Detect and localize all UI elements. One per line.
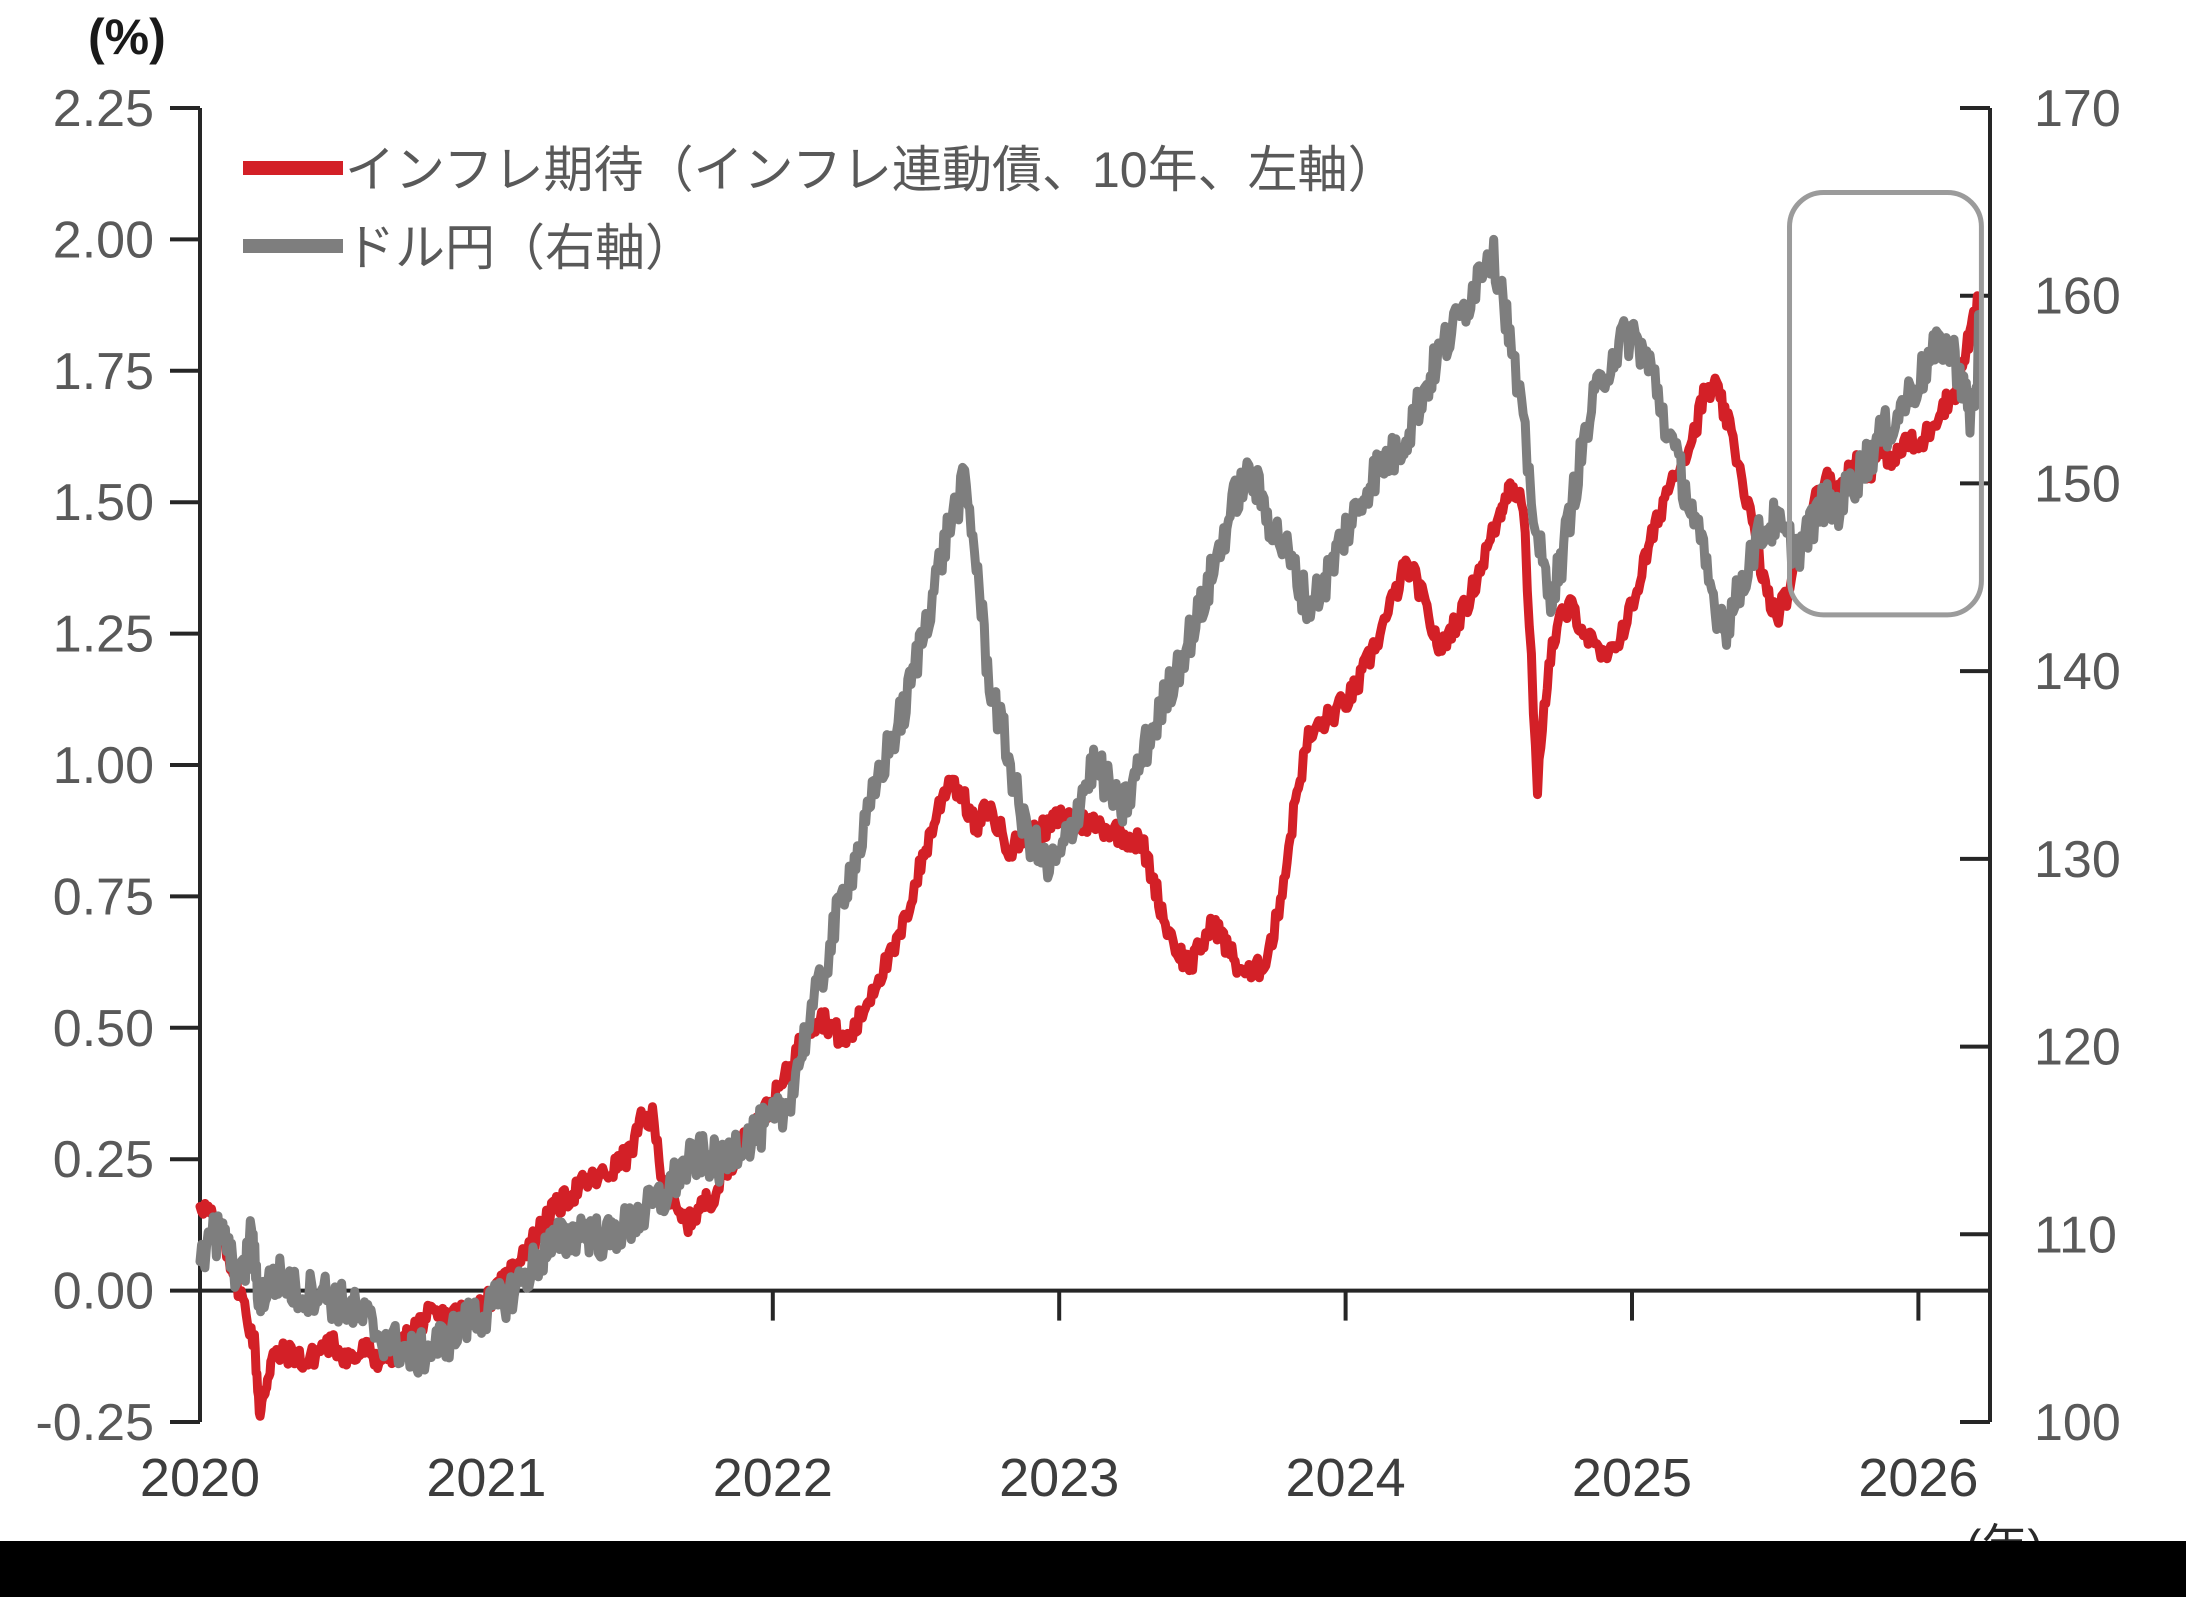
x-tick-label: 2021 [426, 1448, 546, 1508]
y-left-tick-label: 0.75 [53, 868, 154, 926]
chart-annotations [1787, 189, 1984, 618]
y-left-tick-label: 1.00 [53, 737, 154, 795]
chart-series [195, 234, 1983, 1421]
x-tick-label: 2024 [1286, 1448, 1406, 1508]
annotation-recent-period-highlight [1787, 189, 1984, 618]
y-right-tick-label: 160 [2034, 268, 2121, 326]
y-left-tick-label: 2.00 [53, 211, 154, 269]
legend-label-usdjpy: ドル円（右軸） [345, 220, 695, 276]
y-left-tick-label: 1.75 [53, 343, 154, 401]
y-left-tick-label: 0.50 [53, 1000, 154, 1058]
y-left-tick-labels: 2.25 2.00 1.75 1.50 1.25 1.00 0.75 0.50 0.25 0.00… [35, 80, 154, 1452]
chart-axes [170, 106, 1992, 1424]
x-tick-labels: 2020 2021 2022 2023 2024 2025 2026 [140, 1448, 1979, 1508]
y-right-tick-label: 100 [2034, 1394, 2121, 1452]
y-left-tick-label: 0.25 [53, 1131, 154, 1189]
y-left-tick-label: -0.25 [35, 1394, 154, 1452]
y-left-tick-label: 1.50 [53, 474, 154, 532]
x-tick-label: 2025 [1572, 1448, 1692, 1508]
y-right-tick-label: 170 [2034, 80, 2121, 138]
series-line-inflation-expectation [195, 291, 1983, 1421]
y-right-tick-labels: 170 160 150 140 130 120 110 100 [2034, 80, 2121, 1452]
series-line-usdjpy [195, 234, 1983, 1378]
x-tick-label: 2026 [1858, 1448, 1978, 1508]
y-right-tick-label: 110 [2034, 1206, 2117, 1264]
y-left-tick-label: 0.00 [53, 1263, 154, 1321]
y-left-tick-label: 1.25 [53, 606, 154, 664]
y-right-tick-label: 140 [2034, 643, 2121, 701]
x-tick-label: 2022 [713, 1448, 833, 1508]
y-left-unit-label: (%) [88, 9, 166, 65]
x-tick-label: 2020 [140, 1448, 260, 1508]
y-left-tick-label: 2.25 [53, 80, 154, 138]
chart-legend: インフレ期待（インフレ連動債、10年、左軸） ドル円（右軸） [243, 142, 1398, 276]
y-right-tick-label: 150 [2034, 455, 2121, 513]
legend-label-inflation-expectation: インフレ期待（インフレ連動債、10年、左軸） [345, 142, 1398, 198]
y-right-tick-label: 130 [2034, 831, 2121, 889]
x-tick-label: 2023 [999, 1448, 1119, 1508]
bottom-black-bar [0, 1541, 2186, 1597]
y-right-tick-label: 120 [2034, 1019, 2121, 1077]
